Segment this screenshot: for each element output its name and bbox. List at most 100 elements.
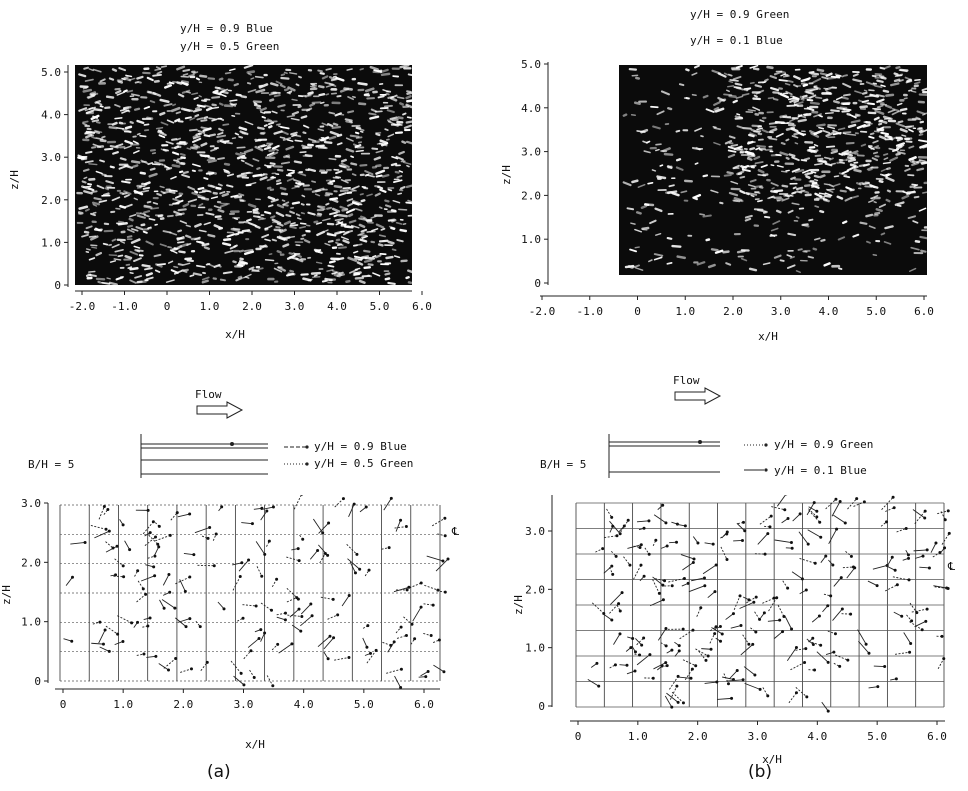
velocity-vector	[260, 510, 268, 521]
particle-streak	[872, 140, 879, 144]
particle-streak	[757, 199, 763, 203]
velocity-vector	[892, 576, 910, 581]
particle-streak	[727, 153, 736, 159]
particle-streak	[727, 85, 735, 88]
particle-streak	[749, 147, 756, 151]
particle-streak	[384, 204, 392, 208]
particle-streak	[320, 101, 325, 104]
particle-streak	[360, 228, 368, 233]
vector-a-legend-marks	[284, 445, 309, 466]
particle-streak	[184, 116, 192, 120]
particle-streak	[293, 160, 303, 164]
particle-streak	[91, 201, 101, 206]
particle-streak	[301, 233, 306, 237]
particle-streak	[195, 77, 201, 81]
particle-streak	[732, 75, 742, 81]
velocity-vector	[98, 629, 106, 644]
particle-streak	[123, 106, 130, 110]
particle-streak	[722, 250, 730, 254]
particle-streak	[213, 263, 221, 268]
vector-head	[83, 540, 87, 544]
velocity-vector	[835, 654, 849, 661]
particle-streak	[290, 222, 296, 225]
particle-streak	[207, 159, 217, 164]
particle-streak	[238, 135, 244, 139]
particle-streak	[768, 137, 778, 141]
particle-streak	[797, 248, 803, 251]
x-tick-label: 3.0	[234, 698, 254, 711]
particle-streak	[340, 162, 350, 168]
particle-streak	[275, 179, 282, 183]
particle-streak	[387, 281, 396, 285]
particle-streak	[353, 272, 361, 276]
particle-streak	[847, 156, 855, 160]
velocity-vector	[717, 697, 732, 700]
vector-head	[900, 614, 904, 618]
particle-streak	[862, 181, 870, 186]
particle-streak	[85, 109, 95, 115]
particle-streak	[252, 158, 260, 162]
velocity-vector	[903, 632, 912, 644]
particle-streak	[296, 183, 302, 188]
particle-streak	[630, 222, 636, 225]
particle-streak	[86, 94, 95, 99]
velocity-vector	[105, 625, 118, 635]
particle-streak	[259, 107, 267, 112]
x-tick-label: 5.0	[866, 305, 886, 318]
velocity-vector	[777, 605, 785, 617]
particle-streak	[154, 269, 161, 273]
particle-streak	[822, 197, 828, 201]
particle-streak	[88, 270, 96, 273]
vector-head	[862, 500, 866, 504]
vector-head	[192, 553, 196, 557]
particle-streak	[880, 131, 890, 136]
particle-streak	[289, 269, 295, 273]
particle-streak	[324, 242, 331, 247]
vector-head	[130, 621, 134, 625]
particle-streak	[276, 236, 286, 241]
particle-streak	[217, 183, 223, 187]
vector-head	[399, 518, 403, 522]
particle-streak	[143, 204, 151, 208]
particle-streak	[810, 184, 820, 189]
particle-streak	[217, 131, 224, 136]
particle-streak	[381, 174, 390, 178]
particle-streak	[122, 192, 128, 195]
velocity-vector	[774, 539, 792, 543]
particle-streak	[194, 106, 201, 111]
particle-streak	[132, 164, 139, 168]
particle-streak	[233, 195, 243, 199]
particle-streak	[795, 101, 804, 105]
velocity-vector	[260, 632, 266, 642]
particle-streak	[289, 225, 297, 229]
particle-streak	[805, 91, 815, 95]
vector-head	[692, 557, 696, 561]
vector-head	[260, 574, 264, 578]
particle-streak	[391, 248, 397, 252]
particle-streak	[268, 125, 273, 129]
particle-streak	[322, 217, 331, 222]
particle-streak	[101, 173, 107, 177]
particle-streak	[288, 90, 293, 94]
vector-head	[923, 509, 927, 513]
particle-streak	[165, 167, 173, 171]
velocity-vector	[233, 675, 245, 686]
particle-streak	[824, 192, 833, 197]
particle-streak	[860, 143, 867, 147]
particle-streak	[885, 176, 895, 182]
velocity-vector	[771, 506, 785, 511]
particle-streak	[692, 196, 698, 201]
vector-a-legend-2: y/H = 0.5 Green	[314, 457, 414, 470]
particle-streak	[78, 73, 87, 78]
vector-head	[336, 613, 340, 617]
vector-head	[648, 653, 652, 657]
velocity-vector	[271, 644, 278, 651]
particle-streak	[268, 151, 279, 157]
vector-head	[404, 525, 408, 529]
vector-head	[704, 658, 708, 662]
particle-streak	[878, 135, 886, 140]
particle-streak	[195, 132, 201, 136]
particle-streak	[355, 136, 363, 139]
particle-streak	[807, 255, 815, 259]
vector-head	[676, 700, 680, 704]
